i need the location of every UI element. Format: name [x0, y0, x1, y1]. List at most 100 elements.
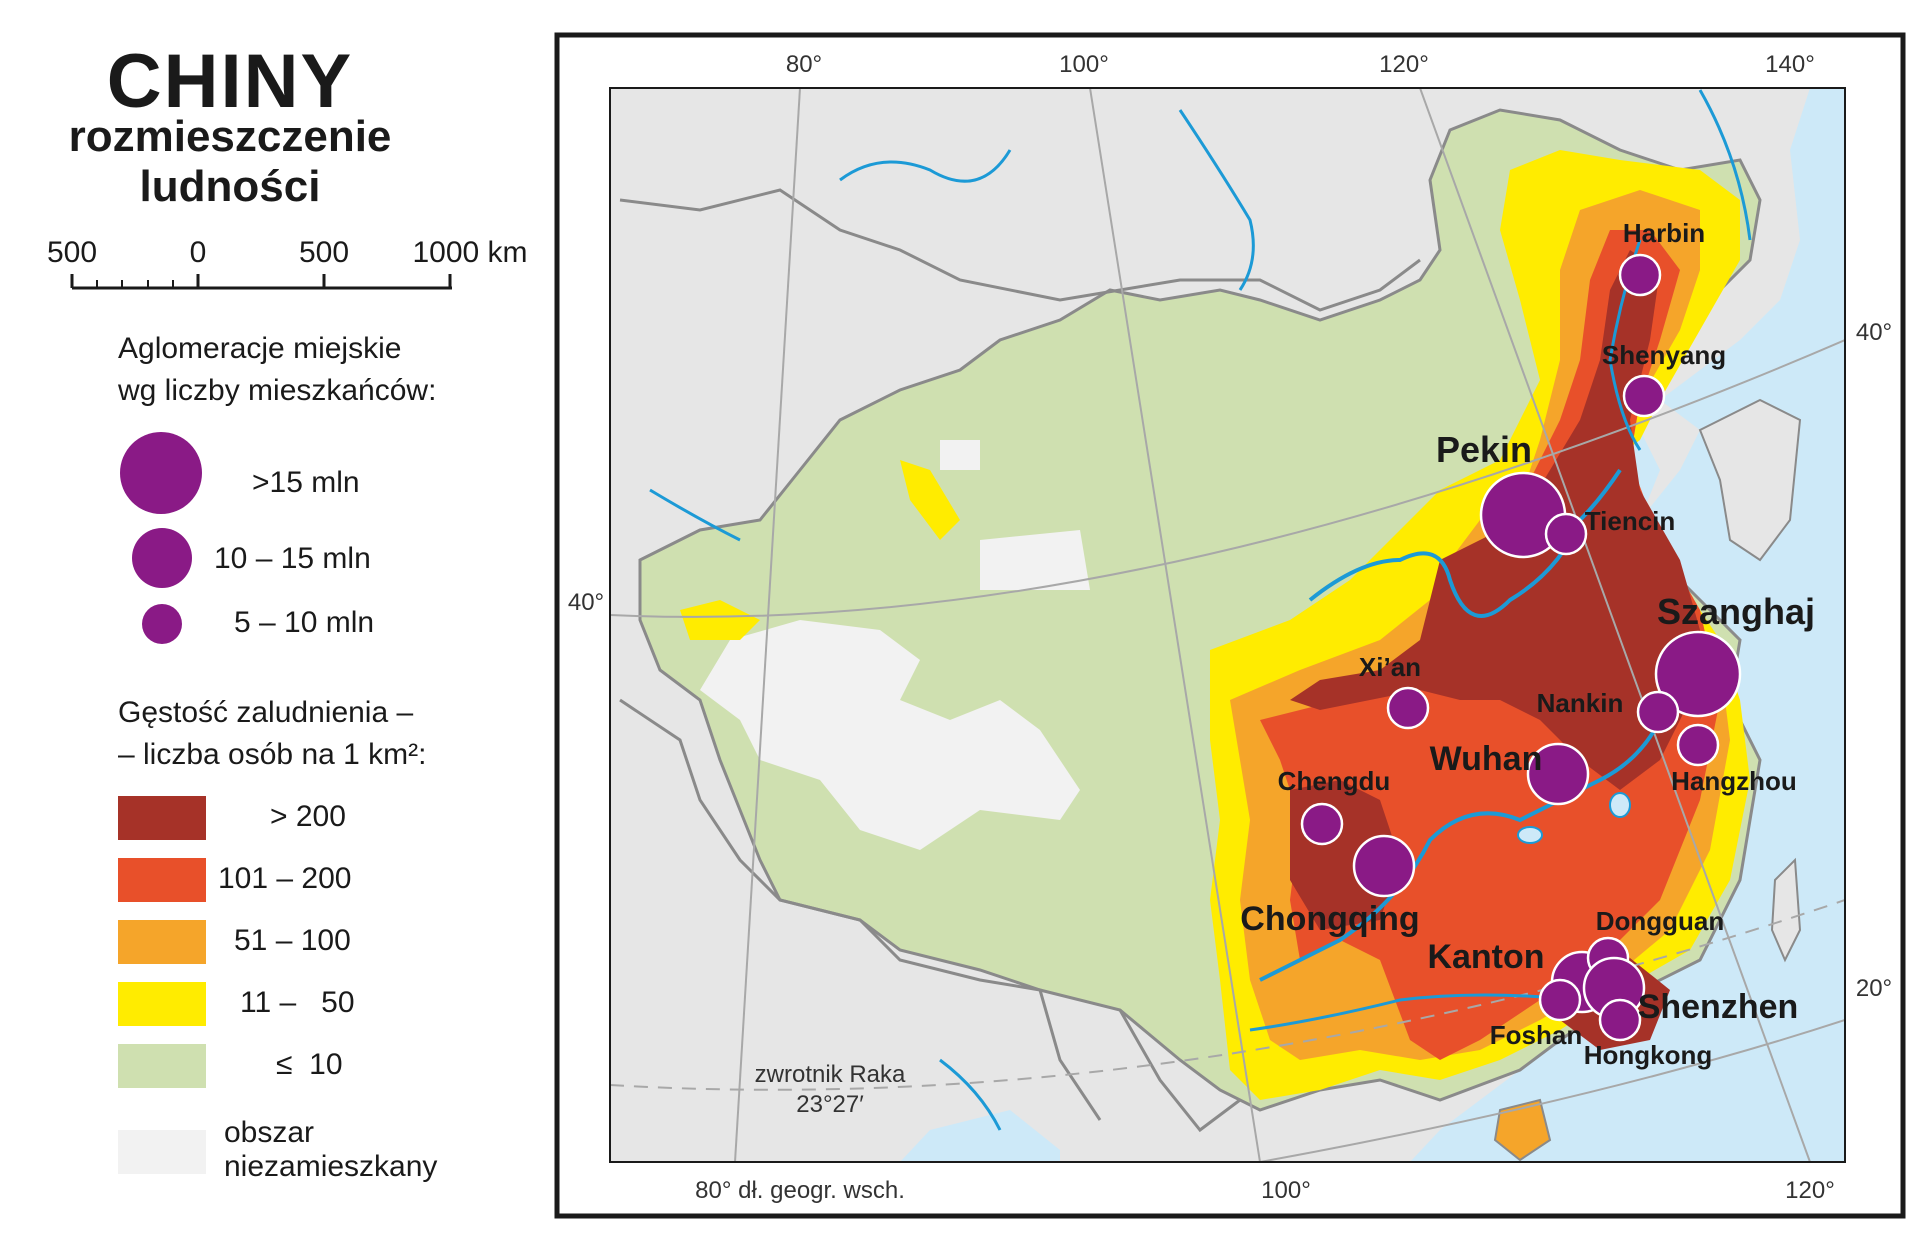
tropic-label-line-1: zwrotnik Raka	[755, 1061, 906, 1088]
lat-label-20-right: 20°	[1856, 975, 1892, 1002]
border-south	[619, 698, 1102, 1121]
density-label-10: ≤ 10	[276, 1048, 343, 1081]
agglomeration-heading-1: Aglomeracje miejskie	[118, 332, 402, 365]
hainan	[1493, 1098, 1552, 1162]
city-marker-chongqing	[1352, 834, 1416, 898]
lon-label-120-top: 120°	[1379, 51, 1429, 78]
legend-circle-large-label: >15 mln	[252, 466, 360, 499]
korea-peninsula	[1698, 398, 1802, 562]
scale-label-1000: 1000 km	[412, 236, 528, 269]
border-southeast	[1118, 1009, 1241, 1133]
uninhabited-line-1: obszar	[224, 1116, 315, 1149]
city-label-xian: Xi’an	[1359, 652, 1421, 682]
city-marker-hangzhou	[1676, 723, 1720, 767]
city-label-shenyang: Shenyang	[1602, 340, 1726, 370]
city-label-chengdu: Chengdu	[1278, 766, 1391, 796]
river-west	[649, 488, 741, 542]
legend-circle-small	[142, 604, 182, 644]
density-label-51-100: 51 – 100	[234, 924, 351, 957]
city-label-foshan: Foshan	[1490, 1020, 1582, 1050]
parallel-20	[1259, 1019, 1845, 1162]
river-northeast	[1178, 109, 1255, 291]
lon-label-120-bottom: 120°	[1785, 1177, 1835, 1204]
border-mongolia-russia	[619, 188, 1421, 312]
taiwan	[1770, 857, 1802, 963]
tropic-label-line-2: 23°27′	[796, 1091, 864, 1118]
uninhabited-label: obszar niezamieszkany	[224, 1116, 437, 1184]
scale-label-500: 500	[298, 236, 350, 269]
city-marker-foshan	[1538, 978, 1582, 1022]
xi-river	[1249, 993, 1581, 1032]
meridian-80	[734, 88, 801, 1162]
uninhabited-tibet	[700, 620, 1080, 850]
density-heading-2: – liczba osób na 1 km²:	[118, 738, 427, 771]
uninhabited-taklamakan	[980, 530, 1090, 590]
density-swatch-11-50	[118, 982, 206, 1026]
city-label-nankin: Nankin	[1537, 688, 1624, 718]
density-11-50-west	[900, 460, 960, 540]
lon-label-140-top: 140°	[1765, 51, 1815, 78]
subtitle-line-2: ludności	[139, 162, 321, 211]
scale-label-500-left: 500	[46, 236, 98, 269]
lon-label-80-top: 80°	[786, 51, 822, 78]
parallel-40	[610, 339, 1845, 618]
amur-river	[1698, 89, 1752, 241]
city-marker-tiencin	[1544, 512, 1588, 556]
density-swatch-101-200	[118, 858, 206, 902]
uninhabited-dzungaria	[940, 440, 980, 470]
city-label-hangzhou: Hangzhou	[1671, 766, 1797, 796]
city-label-shenzhen: Shenzhen	[1638, 988, 1799, 1026]
density-label-101-200: 101 – 200	[218, 862, 352, 895]
city-label-kanton: Kanton	[1427, 938, 1544, 976]
city-marker-wuhan	[1526, 742, 1590, 806]
city-label-hongkong: Hongkong	[1584, 1040, 1713, 1070]
city-marker-nankin	[1636, 690, 1680, 734]
density-label-200plus: > 200	[270, 800, 346, 833]
lake-poyang	[1609, 792, 1631, 818]
density-heading-1: Gęstość zaludnienia –	[118, 696, 414, 729]
agglomeration-heading-2: wg liczby mieszkańców:	[118, 374, 437, 407]
city-label-wuhan: Wuhan	[1430, 740, 1543, 778]
lon-label-80-bottom: 80° dł. geogr. wsch.	[695, 1177, 905, 1204]
legend-circle-small-label: 5 – 10 mln	[234, 606, 375, 639]
lon-label-100-bottom: 100°	[1261, 1177, 1311, 1204]
river-north	[839, 149, 1012, 183]
bay-of-bengal	[900, 1110, 1060, 1162]
city-marker-hongkong	[1598, 998, 1642, 1042]
density-swatch-10	[118, 1044, 206, 1088]
city-label-dongguan: Dongguan	[1596, 906, 1725, 936]
city-label-pekin: Pekin	[1436, 429, 1532, 470]
uninhabited-line-2: niezamieszkany	[224, 1150, 438, 1183]
subtitle-line-1: rozmieszczenie	[68, 112, 392, 161]
lake-dongting	[1517, 826, 1543, 844]
map-title: CHINY	[106, 39, 354, 124]
sea	[1410, 88, 1845, 1162]
tropic-of-cancer	[610, 899, 1845, 1091]
meridian-100	[1089, 88, 1261, 1162]
city-marker-chengdu	[1300, 802, 1344, 846]
city-label-harbin: Harbin	[1623, 218, 1705, 248]
meridian-120	[1419, 88, 1811, 1162]
legend-circle-medium	[132, 528, 192, 588]
scale-label-0: 0	[189, 236, 207, 269]
map-inner-frame	[609, 87, 1846, 1163]
density-label-11-50: 11 – 50	[240, 986, 355, 1019]
uninhabited-swatch	[118, 1130, 206, 1174]
city-marker-shenyang	[1622, 374, 1666, 418]
city-label-szanghaj: Szanghaj	[1657, 591, 1815, 632]
density-200plus-north	[1290, 250, 1700, 790]
city-marker-harbin	[1618, 253, 1662, 297]
legend-circle-large	[120, 432, 202, 514]
density-11-50-kashgar	[680, 600, 760, 640]
lon-label-100-top: 100°	[1059, 51, 1109, 78]
city-marker-szanghaj	[1654, 630, 1742, 718]
city-label-tiencin: Tiencin	[1585, 506, 1676, 536]
river-south	[939, 1058, 1002, 1131]
scale-bar	[70, 274, 452, 290]
lat-label-40-right: 40°	[1856, 319, 1892, 346]
map-subtitle: rozmieszczenie ludności	[0, 112, 460, 212]
legend-circle-medium-label: 10 – 15 mln	[214, 542, 371, 575]
density-swatch-51-100	[118, 920, 206, 964]
density-swatch-200plus	[118, 796, 206, 840]
